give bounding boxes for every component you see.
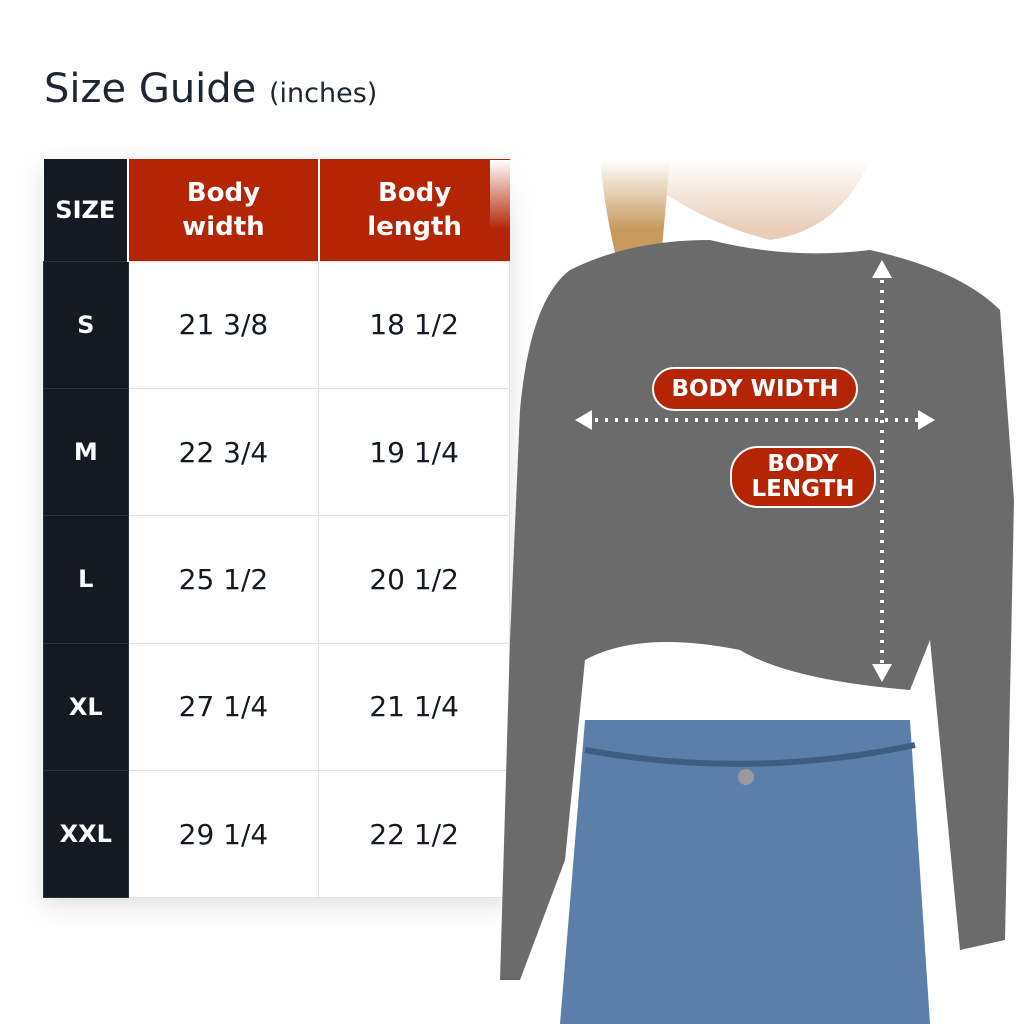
body-width-cell: 25 1/2 — [127, 515, 320, 644]
table-header-row: SIZE Body width Body length — [43, 159, 510, 261]
size-table: SIZE Body width Body length S 21 3/8 18 1/… — [43, 159, 510, 899]
size-cell: L — [43, 515, 129, 644]
body-width-cell: 29 1/4 — [127, 770, 320, 899]
body-length-cell: 21 1/4 — [318, 642, 510, 772]
size-cell: XXL — [43, 770, 129, 899]
body-width-label: BODY WIDTH — [652, 367, 858, 411]
body-width-cell: 21 3/8 — [127, 260, 320, 389]
table-row: XL 27 1/4 21 1/4 — [43, 642, 510, 772]
model-photo — [490, 160, 1024, 1024]
body-length-cell: 22 1/2 — [318, 770, 510, 899]
table-row: M 22 3/4 19 1/4 — [43, 387, 510, 517]
table-row: S 21 3/8 18 1/2 — [43, 260, 510, 389]
body-width-cell: 22 3/4 — [127, 387, 320, 517]
size-cell: XL — [43, 642, 129, 772]
title-text: Size Guide — [44, 66, 257, 112]
body-width-cell: 27 1/4 — [127, 642, 320, 772]
arrow-up-icon — [872, 260, 892, 278]
table-row: XXL 29 1/4 22 1/2 — [43, 770, 510, 899]
table-row: L 25 1/2 20 1/2 — [43, 515, 510, 644]
body-length-label: BODY LENGTH — [730, 446, 876, 508]
size-cell: M — [43, 387, 129, 517]
header-body-width: Body width — [128, 159, 320, 261]
body-length-cell: 18 1/2 — [318, 260, 510, 389]
arrow-right-icon — [918, 410, 935, 430]
header-size: SIZE — [43, 159, 130, 261]
size-cell: S — [43, 260, 129, 389]
body-length-cell: 20 1/2 — [318, 515, 510, 644]
header-body-length: Body length — [318, 159, 510, 261]
arrow-down-icon — [872, 664, 892, 682]
arrow-left-icon — [575, 410, 592, 430]
body-length-cell: 19 1/4 — [318, 387, 510, 517]
page-title: Size Guide (inches) — [44, 66, 377, 112]
title-unit: (inches) — [269, 78, 378, 109]
